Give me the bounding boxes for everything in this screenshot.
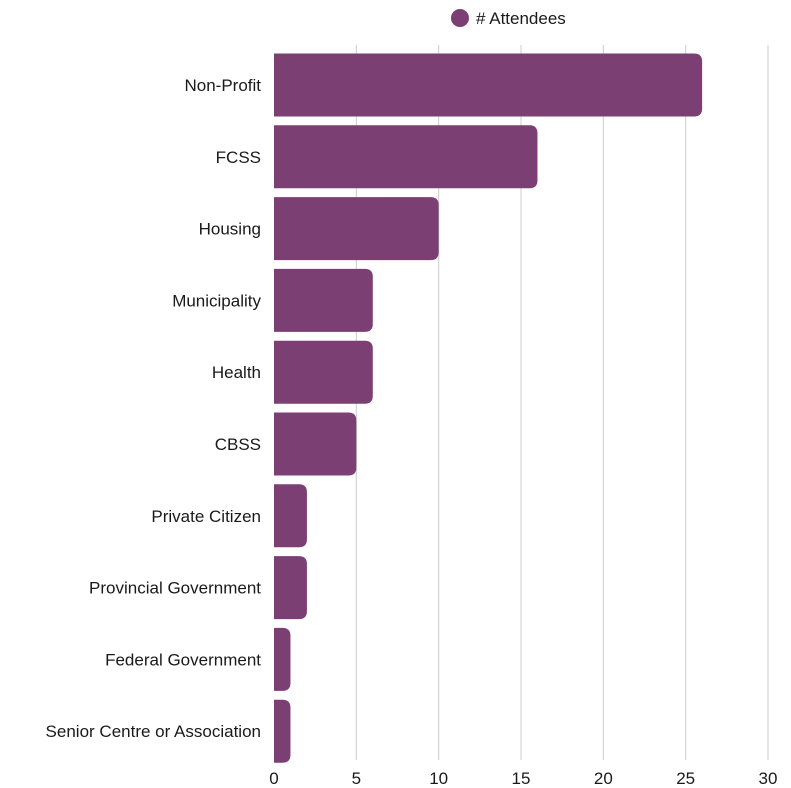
- bar: [274, 627, 291, 691]
- bar: [274, 340, 373, 404]
- category-label: Senior Centre or Association: [46, 722, 261, 741]
- bar: [274, 699, 291, 763]
- category-label: CBSS: [215, 435, 261, 454]
- bar: [274, 268, 373, 332]
- bar: [274, 412, 357, 476]
- category-label: Private Citizen: [151, 507, 261, 526]
- x-tick-label: 5: [352, 769, 361, 788]
- category-label: Health: [212, 363, 261, 382]
- bar: [274, 197, 439, 261]
- bar: [274, 53, 703, 117]
- legend: # Attendees: [451, 9, 566, 28]
- bar: [274, 484, 307, 548]
- x-tick-label: 30: [759, 769, 778, 788]
- x-tick-label: 10: [429, 769, 448, 788]
- category-label: Provincial Government: [89, 579, 261, 598]
- x-tick-label: 25: [676, 769, 695, 788]
- bars: [274, 53, 703, 763]
- x-tick-label: 0: [269, 769, 278, 788]
- bar: [274, 556, 307, 620]
- bar: [274, 125, 538, 189]
- x-axis-tick-labels: 0 5 10 15 20 25 30: [269, 769, 777, 788]
- category-labels: Non-Profit FCSS Housing Municipality Health C…: [46, 76, 262, 741]
- category-label: Federal Government: [105, 650, 261, 669]
- category-label: Municipality: [172, 291, 261, 310]
- x-tick-label: 20: [594, 769, 613, 788]
- category-label: FCSS: [216, 148, 261, 167]
- legend-marker: [451, 9, 469, 27]
- x-tick-label: 15: [512, 769, 531, 788]
- legend-label: # Attendees: [476, 9, 566, 28]
- category-label: Non-Profit: [184, 76, 261, 95]
- category-label: Housing: [199, 220, 261, 239]
